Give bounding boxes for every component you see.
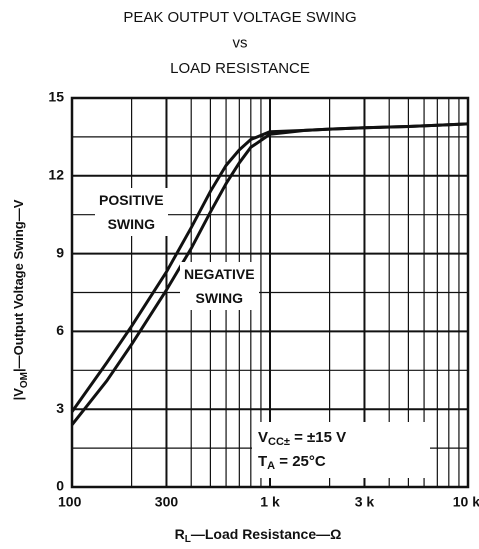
series-label: NEGATIVE SWING [180,262,259,310]
y-tick-label: 3 [56,400,64,416]
x-tick-label: 1 k [260,494,280,510]
x-tick-label: 100 [58,494,82,510]
y-tick-label: 0 [56,478,64,494]
text-part: CC± [268,436,290,448]
y-axis-label: |VOM|—Output Voltage Swing—V [11,199,29,400]
x-tick-label: 300 [155,494,179,510]
x-tick-label: 10 k [453,494,479,510]
y-tick-label: 15 [48,89,64,105]
chart-title: LOAD RESISTANCE [170,60,310,77]
series-line [70,122,469,426]
annotation: TA = 25°C [258,453,326,472]
annotation: VCC± = ±15 V [258,429,346,448]
text-part: R [175,526,185,542]
chart-title: PEAK OUTPUT VOLTAGE SWING [123,9,356,26]
text-part: OM [19,372,30,388]
y-tick-label: 9 [56,244,64,260]
text-part: |—Output Voltage Swing—V [11,199,26,372]
y-tick-label: 6 [56,322,64,338]
text-part: A [267,460,275,472]
text-part: —Load Resistance—Ω [191,526,342,542]
text-part: = 25°C [275,453,326,470]
annotation-box [252,422,430,478]
plot-frame [70,96,470,489]
y-tick-label: 12 [48,167,64,183]
text-part: V [258,429,268,446]
text-part: T [258,453,267,470]
x-axis-label: RL—Load Resistance—Ω [175,526,342,545]
text-part: = ±15 V [290,429,346,446]
text-part: |V [11,388,26,401]
text-part: L [185,534,191,545]
x-tick-label: 3 k [355,494,375,510]
chart-title: vs [233,34,248,51]
series-label: POSITIVE SWING [95,188,168,236]
